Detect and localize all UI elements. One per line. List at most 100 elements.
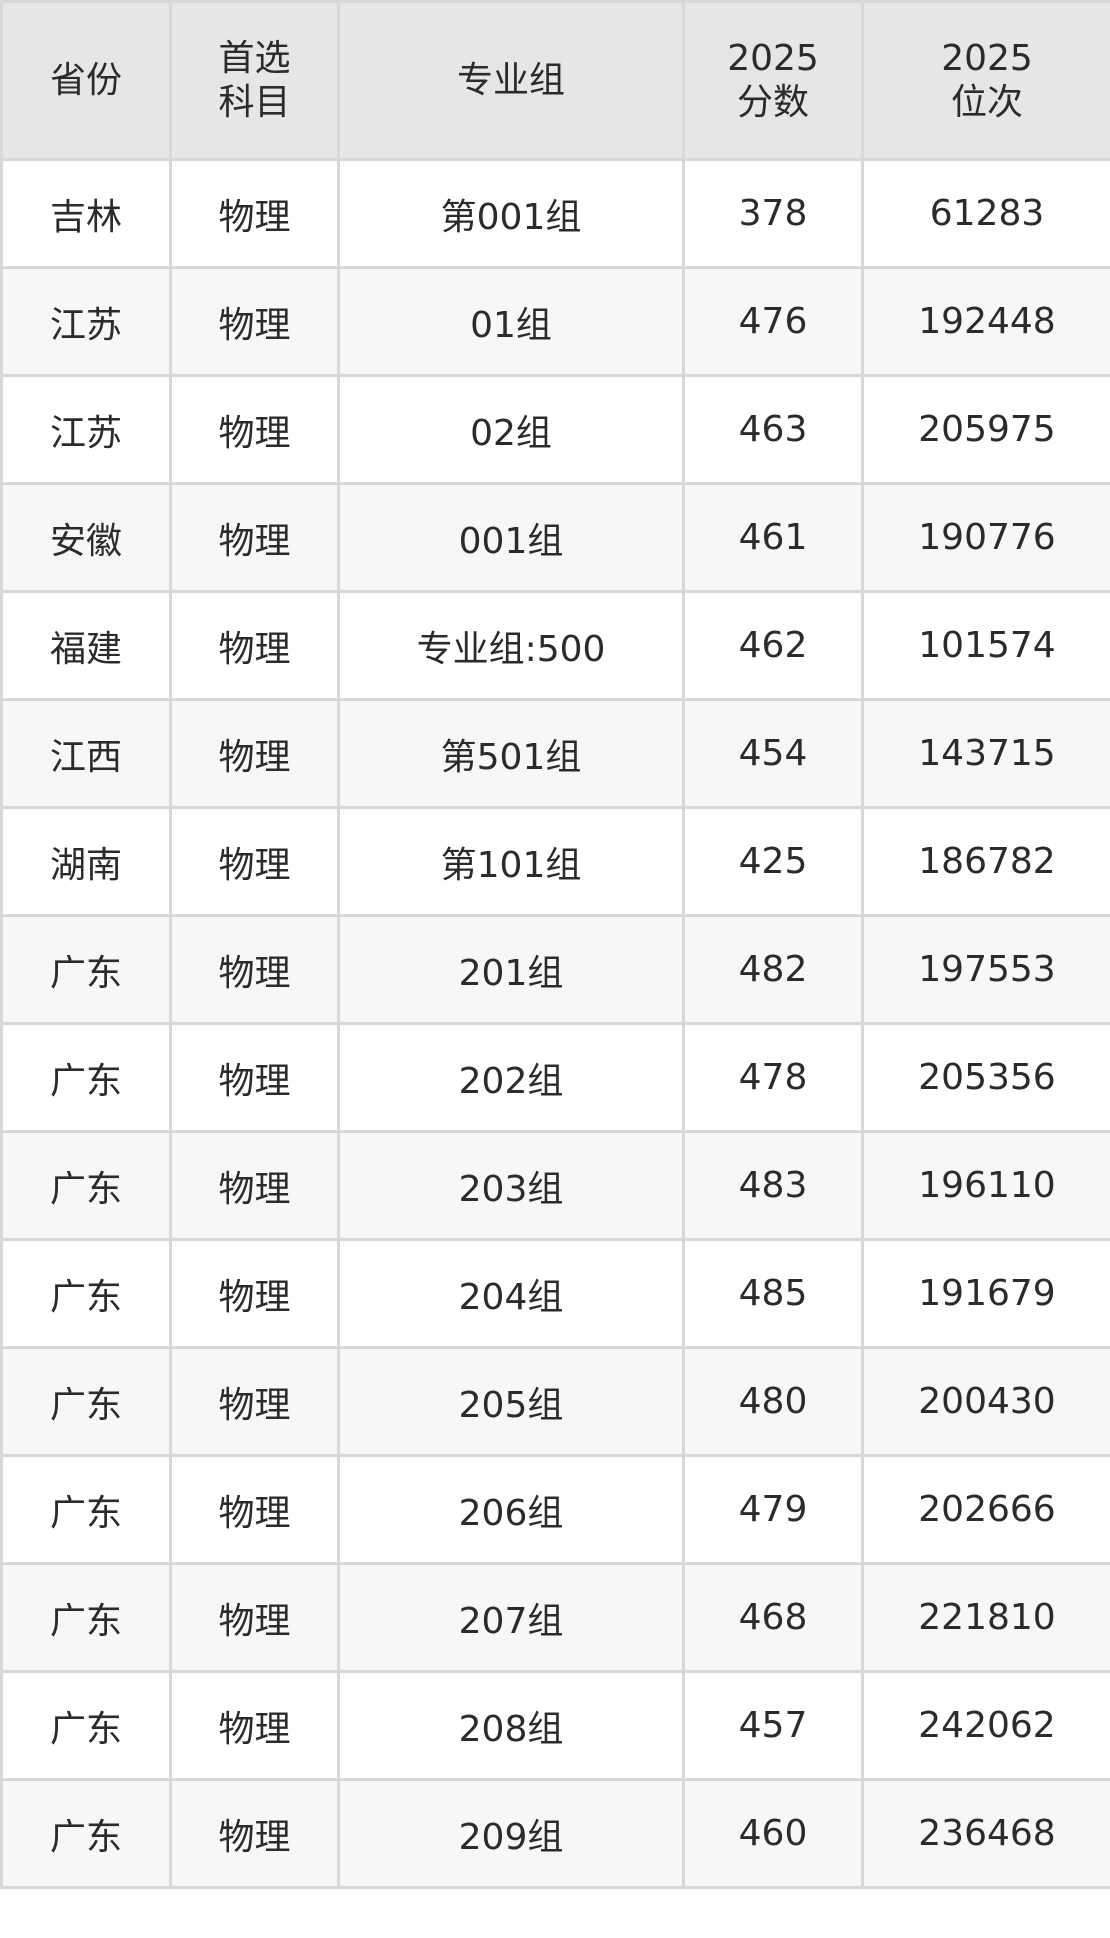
cell-subject: 物理: [169, 374, 340, 485]
cell-province: 广东: [0, 1346, 172, 1457]
cell-major-group: 02组: [337, 374, 685, 485]
header-text: 专业组: [456, 59, 565, 101]
cell-score: 485: [682, 1238, 864, 1349]
header-score: 2025 分数: [682, 0, 864, 161]
header-text: 2025: [727, 37, 819, 79]
cell-score: 378: [682, 158, 864, 269]
cell-score: 460: [682, 1778, 864, 1889]
cell-major-group: 专业组:500: [337, 590, 685, 701]
cell-subject: 物理: [169, 1670, 340, 1781]
cell-major-group: 01组: [337, 266, 685, 377]
cell-rank: 196110: [861, 1130, 1110, 1241]
cell-subject: 物理: [169, 1130, 340, 1241]
cell-score: 476: [682, 266, 864, 377]
cell-province: 安徽: [0, 482, 172, 593]
cell-subject: 物理: [169, 1562, 340, 1673]
header-rank: 2025 位次: [861, 0, 1110, 161]
table-row: 江苏 物理 01组 476 192448: [0, 266, 1110, 377]
table-row: 安徽 物理 001组 461 190776: [0, 482, 1110, 593]
cell-score: 461: [682, 482, 864, 593]
header-major-group: 专业组: [337, 0, 685, 161]
header-text: 分数: [736, 81, 809, 123]
table-row: 吉林 物理 第001组 378 61283: [0, 158, 1110, 269]
admission-scores-table: 省份 首选 科目 专业组 2025 分数 2025 位次 吉林 物理 第001组 378 61283 江…: [0, 0, 1110, 1889]
cell-major-group: 第501组: [337, 698, 685, 809]
cell-subject: 物理: [169, 806, 340, 917]
cell-subject: 物理: [169, 590, 340, 701]
table-body: 吉林 物理 第001组 378 61283 江苏 物理 01组 476 192448 江苏 物理 02组…: [0, 158, 1110, 1889]
header-province: 省份: [0, 0, 172, 161]
cell-subject: 物理: [169, 1454, 340, 1565]
cell-rank: 186782: [861, 806, 1110, 917]
cell-province: 江苏: [0, 374, 172, 485]
cell-province: 广东: [0, 1778, 172, 1889]
cell-score: 482: [682, 914, 864, 1025]
cell-subject: 物理: [169, 1346, 340, 1457]
cell-major-group: 202组: [337, 1022, 685, 1133]
header-text: 首选: [218, 37, 291, 79]
cell-subject: 物理: [169, 1778, 340, 1889]
cell-province: 广东: [0, 1562, 172, 1673]
cell-score: 462: [682, 590, 864, 701]
cell-subject: 物理: [169, 1022, 340, 1133]
cell-rank: 200430: [861, 1346, 1110, 1457]
cell-rank: 221810: [861, 1562, 1110, 1673]
table-row: 广东 物理 206组 479 202666: [0, 1454, 1110, 1565]
cell-major-group: 001组: [337, 482, 685, 593]
table-row: 福建 物理 专业组:500 462 101574: [0, 590, 1110, 701]
cell-subject: 物理: [169, 482, 340, 593]
table-row: 广东 物理 208组 457 242062: [0, 1670, 1110, 1781]
table-row: 广东 物理 204组 485 191679: [0, 1238, 1110, 1349]
cell-province: 福建: [0, 590, 172, 701]
table-row: 广东 物理 209组 460 236468: [0, 1778, 1110, 1889]
cell-province: 广东: [0, 914, 172, 1025]
cell-province: 吉林: [0, 158, 172, 269]
cell-major-group: 204组: [337, 1238, 685, 1349]
cell-province: 广东: [0, 1130, 172, 1241]
cell-major-group: 208组: [337, 1670, 685, 1781]
cell-province: 广东: [0, 1454, 172, 1565]
table-row: 广东 物理 205组 480 200430: [0, 1346, 1110, 1457]
table-row: 广东 物理 201组 482 197553: [0, 914, 1110, 1025]
cell-rank: 236468: [861, 1778, 1110, 1889]
cell-major-group: 207组: [337, 1562, 685, 1673]
cell-score: 425: [682, 806, 864, 917]
cell-rank: 192448: [861, 266, 1110, 377]
cell-major-group: 201组: [337, 914, 685, 1025]
cell-score: 480: [682, 1346, 864, 1457]
cell-major-group: 209组: [337, 1778, 685, 1889]
cell-rank: 197553: [861, 914, 1110, 1025]
cell-major-group: 第101组: [337, 806, 685, 917]
table-row: 江苏 物理 02组 463 205975: [0, 374, 1110, 485]
cell-rank: 190776: [861, 482, 1110, 593]
cell-rank: 205975: [861, 374, 1110, 485]
cell-major-group: 第001组: [337, 158, 685, 269]
header-subject: 首选 科目: [169, 0, 340, 161]
header-text: 位次: [950, 81, 1023, 123]
cell-major-group: 203组: [337, 1130, 685, 1241]
cell-score: 468: [682, 1562, 864, 1673]
cell-rank: 191679: [861, 1238, 1110, 1349]
cell-score: 457: [682, 1670, 864, 1781]
cell-province: 湖南: [0, 806, 172, 917]
cell-score: 454: [682, 698, 864, 809]
cell-rank: 61283: [861, 158, 1110, 269]
cell-rank: 242062: [861, 1670, 1110, 1781]
cell-rank: 202666: [861, 1454, 1110, 1565]
header-text: 2025: [941, 37, 1033, 79]
cell-province: 广东: [0, 1238, 172, 1349]
table-row: 广东 物理 203组 483 196110: [0, 1130, 1110, 1241]
header-row: 省份 首选 科目 专业组 2025 分数 2025 位次: [0, 0, 1110, 161]
table-row: 江西 物理 第501组 454 143715: [0, 698, 1110, 809]
cell-major-group: 206组: [337, 1454, 685, 1565]
cell-province: 江西: [0, 698, 172, 809]
cell-province: 广东: [0, 1022, 172, 1133]
cell-score: 478: [682, 1022, 864, 1133]
cell-subject: 物理: [169, 158, 340, 269]
table-row: 广东 物理 207组 468 221810: [0, 1562, 1110, 1673]
cell-major-group: 205组: [337, 1346, 685, 1457]
cell-subject: 物理: [169, 1238, 340, 1349]
cell-subject: 物理: [169, 698, 340, 809]
cell-score: 483: [682, 1130, 864, 1241]
cell-rank: 205356: [861, 1022, 1110, 1133]
